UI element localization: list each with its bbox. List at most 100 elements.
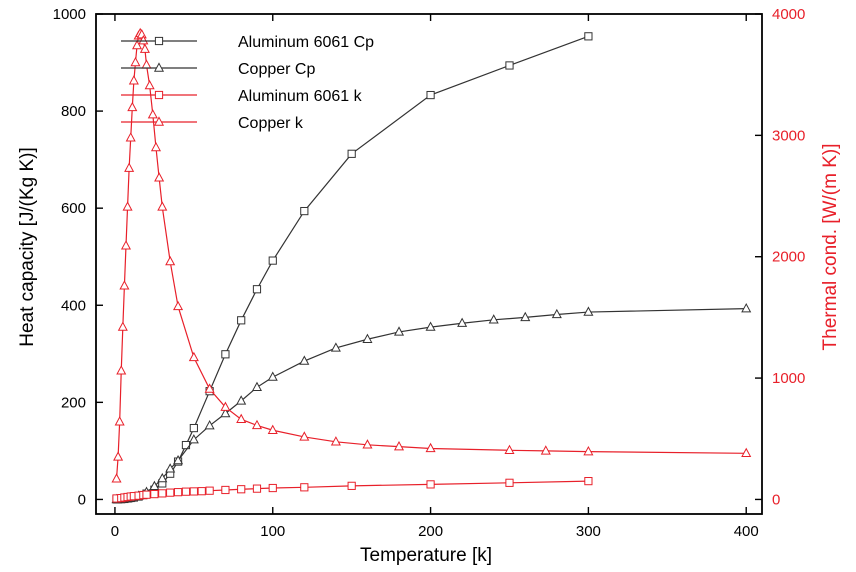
x-tick-label: 200	[418, 523, 443, 540]
data-point	[362, 439, 373, 449]
y-left-tick-label: 600	[61, 200, 86, 217]
data-point	[138, 35, 149, 45]
y-right-tick-label: 2000	[772, 249, 805, 266]
axes-layer: 0 100 200 300 400020040060080010000100020003…	[53, 6, 806, 540]
data-point	[540, 445, 551, 455]
data-point	[165, 255, 176, 266]
data-point	[299, 431, 310, 441]
data-point	[237, 485, 246, 494]
data-point	[237, 316, 246, 325]
y-right-tick-label: 4000	[772, 6, 805, 23]
legend-label: Aluminum 6061 k	[238, 88, 363, 105]
x-tick-label: 400	[734, 523, 759, 540]
plot-frame	[95, 13, 763, 515]
data-point	[150, 489, 159, 499]
y-axis-left-label: Heat capacity [J/(Kg K)]	[17, 147, 38, 347]
data-point	[181, 487, 191, 496]
data-point	[504, 444, 515, 454]
data-point	[347, 149, 356, 158]
data-point	[125, 132, 136, 142]
x-tick-label: 0	[111, 523, 119, 540]
data-point	[157, 472, 168, 483]
data-point	[173, 488, 183, 497]
data-point	[505, 61, 514, 70]
data-point	[131, 39, 143, 50]
data-point	[505, 478, 514, 487]
data-point	[117, 321, 128, 331]
series-1	[111, 303, 752, 504]
data-point	[166, 488, 175, 497]
legend-label: Aluminum 6061 Cp	[238, 34, 374, 51]
series-line	[116, 35, 589, 500]
legend-marker	[154, 36, 164, 46]
legend-marker	[153, 62, 165, 72]
y-left-tick-label: 0	[78, 491, 86, 508]
data-point	[457, 317, 468, 327]
data-point	[128, 75, 139, 85]
data-point	[741, 303, 752, 313]
data-point	[204, 419, 215, 430]
data-point	[165, 463, 176, 473]
data-point	[362, 333, 373, 343]
data-point	[142, 490, 151, 499]
data-point	[425, 321, 436, 331]
data-point	[136, 28, 147, 39]
data-point	[144, 79, 155, 90]
data-point	[583, 445, 594, 456]
data-point	[251, 381, 263, 392]
legend-label: Copper k	[238, 115, 304, 132]
data-point	[150, 141, 162, 152]
data-point	[741, 447, 752, 458]
data-point	[122, 201, 133, 211]
data-point	[221, 350, 230, 359]
data-point	[149, 480, 160, 491]
series-layer	[111, 27, 752, 504]
data-point	[154, 172, 165, 182]
data-point	[141, 59, 152, 69]
data-point	[583, 306, 594, 316]
data-point	[189, 423, 198, 433]
data-point	[393, 440, 405, 451]
x-axis-label: Temperature [k]	[360, 545, 492, 566]
data-point	[119, 280, 130, 290]
data-point	[197, 487, 206, 496]
data-point	[300, 483, 309, 492]
data-point	[268, 256, 277, 265]
data-point	[173, 300, 184, 311]
data-point	[426, 90, 435, 100]
data-point	[205, 486, 214, 495]
data-point	[204, 383, 215, 393]
y-right-tick-label: 1000	[772, 370, 805, 387]
data-point	[157, 201, 168, 211]
data-point	[300, 206, 309, 216]
data-point	[584, 477, 593, 486]
data-point	[173, 454, 184, 465]
y-right-tick-label: 0	[772, 491, 780, 508]
data-point	[127, 101, 138, 112]
data-point	[426, 480, 435, 489]
legend: Aluminum 6061 Cp Copper Cp Aluminum 6061 k…	[121, 34, 374, 132]
data-point	[251, 419, 263, 430]
data-point	[520, 311, 531, 322]
series-2	[112, 477, 593, 503]
data-point	[330, 342, 341, 352]
series-3	[111, 27, 752, 483]
legend-marker	[153, 116, 165, 126]
y-right-tick-label: 3000	[772, 127, 805, 144]
data-point	[116, 365, 127, 375]
data-point	[236, 413, 247, 424]
data-point	[124, 162, 135, 172]
data-point	[188, 351, 199, 362]
data-point	[130, 56, 141, 67]
data-point	[189, 487, 198, 496]
y-left-tick-label: 200	[61, 394, 86, 411]
data-point	[113, 451, 124, 461]
legend-marker	[154, 90, 164, 100]
data-point	[330, 436, 341, 446]
data-point	[347, 481, 356, 490]
data-point	[268, 483, 277, 493]
y-left-tick-label: 800	[61, 103, 86, 120]
data-point	[147, 109, 158, 119]
y-axis-right-label: Thermal cond. [W/(m K)]	[820, 144, 841, 351]
